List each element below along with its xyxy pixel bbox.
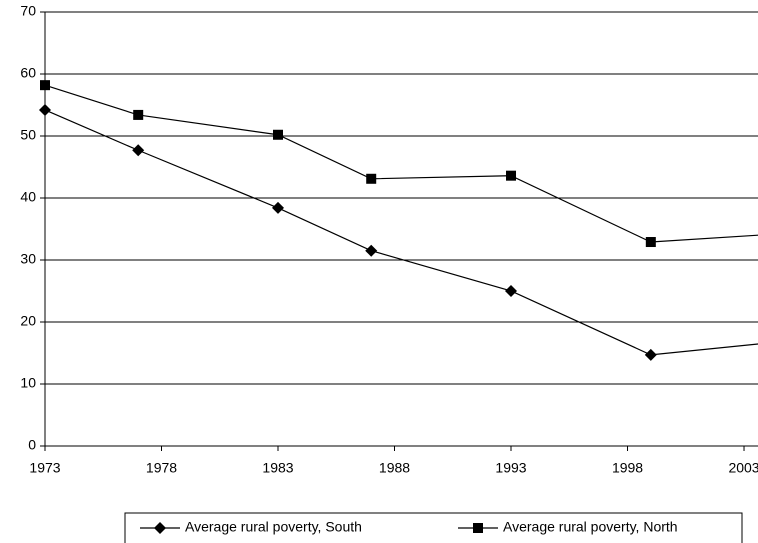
y-tick-label: 10 xyxy=(20,375,36,391)
marker-square xyxy=(133,109,144,120)
x-tick-label: 1988 xyxy=(379,460,410,476)
marker-square xyxy=(645,237,656,248)
marker-square xyxy=(273,129,284,140)
marker-diamond xyxy=(132,144,145,157)
y-tick-label: 20 xyxy=(20,313,36,329)
marker-diamond xyxy=(39,103,51,116)
x-tick-label: 1978 xyxy=(146,460,177,476)
legend-box xyxy=(124,512,743,543)
legend-label: Average rural poverty, North xyxy=(503,519,678,535)
x-tick-label: 1993 xyxy=(495,460,526,476)
x-tick-label: 1998 xyxy=(612,460,643,476)
y-tick-label: 60 xyxy=(20,65,36,81)
marker-diamond xyxy=(154,522,166,534)
y-tick-label: 40 xyxy=(20,189,36,205)
x-tick-label: 1973 xyxy=(29,460,60,476)
marker-square xyxy=(40,80,50,91)
series-line xyxy=(44,84,758,243)
marker-diamond xyxy=(272,201,285,214)
marker-square xyxy=(506,170,517,181)
legend-label: Average rural poverty, South xyxy=(185,519,362,535)
marker-diamond xyxy=(365,244,378,257)
marker-diamond xyxy=(505,285,518,297)
y-tick-label: 0 xyxy=(28,437,36,453)
x-tick-label: 2003 xyxy=(728,460,758,476)
x-tick-label: 1983 xyxy=(262,460,293,476)
y-tick-label: 50 xyxy=(20,127,36,143)
marker-square xyxy=(366,173,377,184)
marker-diamond xyxy=(644,348,657,361)
y-tick-label: 70 xyxy=(20,3,36,19)
y-tick-label: 30 xyxy=(20,251,36,267)
marker-square xyxy=(473,523,483,533)
series-line xyxy=(44,109,758,356)
